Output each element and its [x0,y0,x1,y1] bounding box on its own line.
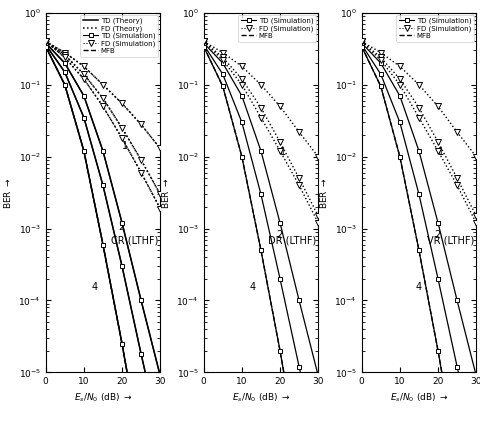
Text: 2: 2 [433,230,440,240]
Y-axis label: BER $\rightarrow$: BER $\rightarrow$ [317,177,328,208]
X-axis label: $E_s/N_0$ (dB) $\rightarrow$: $E_s/N_0$ (dB) $\rightarrow$ [73,392,132,404]
Y-axis label: BER $\rightarrow$: BER $\rightarrow$ [2,177,13,208]
Text: 4: 4 [414,282,420,292]
Legend: TD (Theory), FD (Theory), TD (Simulation), FD (Simulation), MFB: TD (Theory), FD (Theory), TD (Simulation… [80,15,158,56]
Legend: TD (Simulation), FD (Simulation), MFB: TD (Simulation), FD (Simulation), MFB [396,15,473,42]
X-axis label: $E_s/N_0$ (dB) $\rightarrow$: $E_s/N_0$ (dB) $\rightarrow$ [231,392,290,404]
Text: VR (LTHF): VR (LTHF) [426,236,473,246]
Text: 1: 1 [279,147,286,157]
Text: DR (LTHF): DR (LTHF) [267,236,315,246]
Text: 2: 2 [118,222,124,232]
Text: 4: 4 [249,282,255,292]
Text: 1: 1 [437,147,443,157]
Legend: TD (Simulation), FD (Simulation), MFB: TD (Simulation), FD (Simulation), MFB [238,15,315,42]
Text: 4: 4 [91,282,97,292]
Text: CR (LTHF): CR (LTHF) [110,236,157,246]
Text: 1: 1 [122,141,128,151]
X-axis label: $E_s/N_0$ (dB) $\rightarrow$: $E_s/N_0$ (dB) $\rightarrow$ [389,392,447,404]
Y-axis label: BER $\rightarrow$: BER $\rightarrow$ [159,177,170,208]
Text: 2: 2 [276,230,282,240]
